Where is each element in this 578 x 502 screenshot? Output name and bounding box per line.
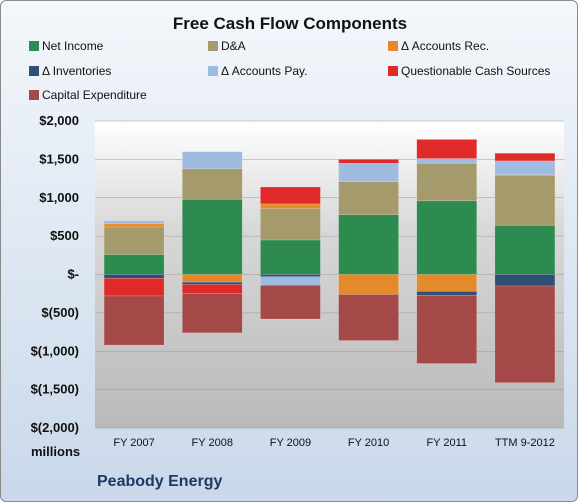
bar-segment: [416, 200, 477, 275]
legend-item-capex: Capital Expenditure: [29, 88, 147, 102]
y-tick-label: $(2,000): [31, 420, 79, 435]
bar-segment: [338, 294, 399, 341]
bar-segment: [338, 162, 399, 182]
legend-swatch: [29, 41, 39, 51]
y-tick-label: $-: [67, 267, 79, 282]
bar-segment: [260, 239, 321, 275]
bar-segment: [338, 159, 399, 164]
bar-segment: [338, 181, 399, 215]
legend-swatch: [29, 66, 39, 76]
bar-segment: [494, 175, 556, 226]
bar-segment: [260, 284, 321, 320]
bar-segment: [260, 276, 321, 286]
legend-item-accounts-pay: Δ Accounts Pay.: [208, 64, 308, 78]
bar-segment: [103, 226, 165, 255]
x-tick-label: TTM 9-2012: [495, 437, 555, 449]
company-name: Peabody Energy: [97, 473, 223, 490]
bar-segment: [416, 294, 477, 364]
x-tick-label: FY 2011: [426, 437, 467, 449]
bar-segment: [338, 214, 399, 275]
bar-segment: [103, 254, 165, 275]
legend-item-da: D&A: [208, 39, 246, 53]
legend-swatch: [388, 41, 398, 51]
bar-segment: [182, 293, 243, 334]
bar-segment: [494, 160, 556, 175]
bar-segment: [260, 208, 321, 241]
y-tick-label: $(1,500): [31, 382, 79, 397]
y-tick-label: $500: [50, 228, 79, 243]
bar-segment: [103, 278, 165, 297]
bar-segment: [182, 199, 243, 275]
y-tick-label: $1,500: [39, 151, 79, 166]
bar-segment: [416, 274, 477, 292]
y-tick-label: $2,000: [39, 113, 79, 128]
y-unit-label: millions: [31, 444, 81, 459]
legend-swatch: [29, 90, 39, 100]
x-tick-label: FY 2007: [113, 437, 154, 449]
y-tick-label: $(500): [41, 305, 79, 320]
bar-segment: [103, 274, 165, 279]
bar-segment: [260, 203, 321, 209]
y-tick-label: $1,000: [39, 190, 79, 205]
legend-swatch: [208, 66, 218, 76]
bar-segment: [416, 291, 477, 296]
bar-segment: [416, 162, 477, 202]
bar-segment: [103, 295, 165, 346]
bar-segment: [260, 274, 321, 278]
legend-item-accounts-rec: Δ Accounts Rec.: [388, 39, 489, 53]
bar-segment: [103, 223, 165, 228]
x-tick-label: FY 2010: [348, 437, 389, 449]
bar-segment: [338, 274, 399, 295]
x-tick-label: FY 2009: [270, 437, 311, 449]
legend-item-inventories: Δ Inventories: [29, 64, 111, 78]
bar-segment: [416, 139, 477, 159]
chart-title: Free Cash Flow Components: [172, 14, 408, 33]
bar-segment: [416, 158, 477, 164]
bar-segment: [182, 274, 243, 283]
bar-segment: [182, 284, 243, 294]
bar-segment: [494, 285, 556, 383]
legend-swatch: [388, 66, 398, 76]
legend-swatch: [208, 41, 218, 51]
bar-segment: [182, 281, 243, 285]
bar-segment: [182, 168, 243, 200]
bar-segment: [494, 152, 556, 162]
y-tick-label: $(1,000): [31, 343, 79, 358]
legend-item-net-income: Net Income: [29, 39, 103, 53]
bar-segment: [182, 151, 243, 169]
bar-segment: [103, 220, 165, 225]
bar-segment: [494, 225, 556, 275]
bar-segment: [260, 186, 321, 205]
bar-segment: [494, 274, 556, 287]
legend-item-questionable: Questionable Cash Sources: [388, 64, 550, 78]
x-tick-label: FY 2008: [192, 437, 233, 449]
